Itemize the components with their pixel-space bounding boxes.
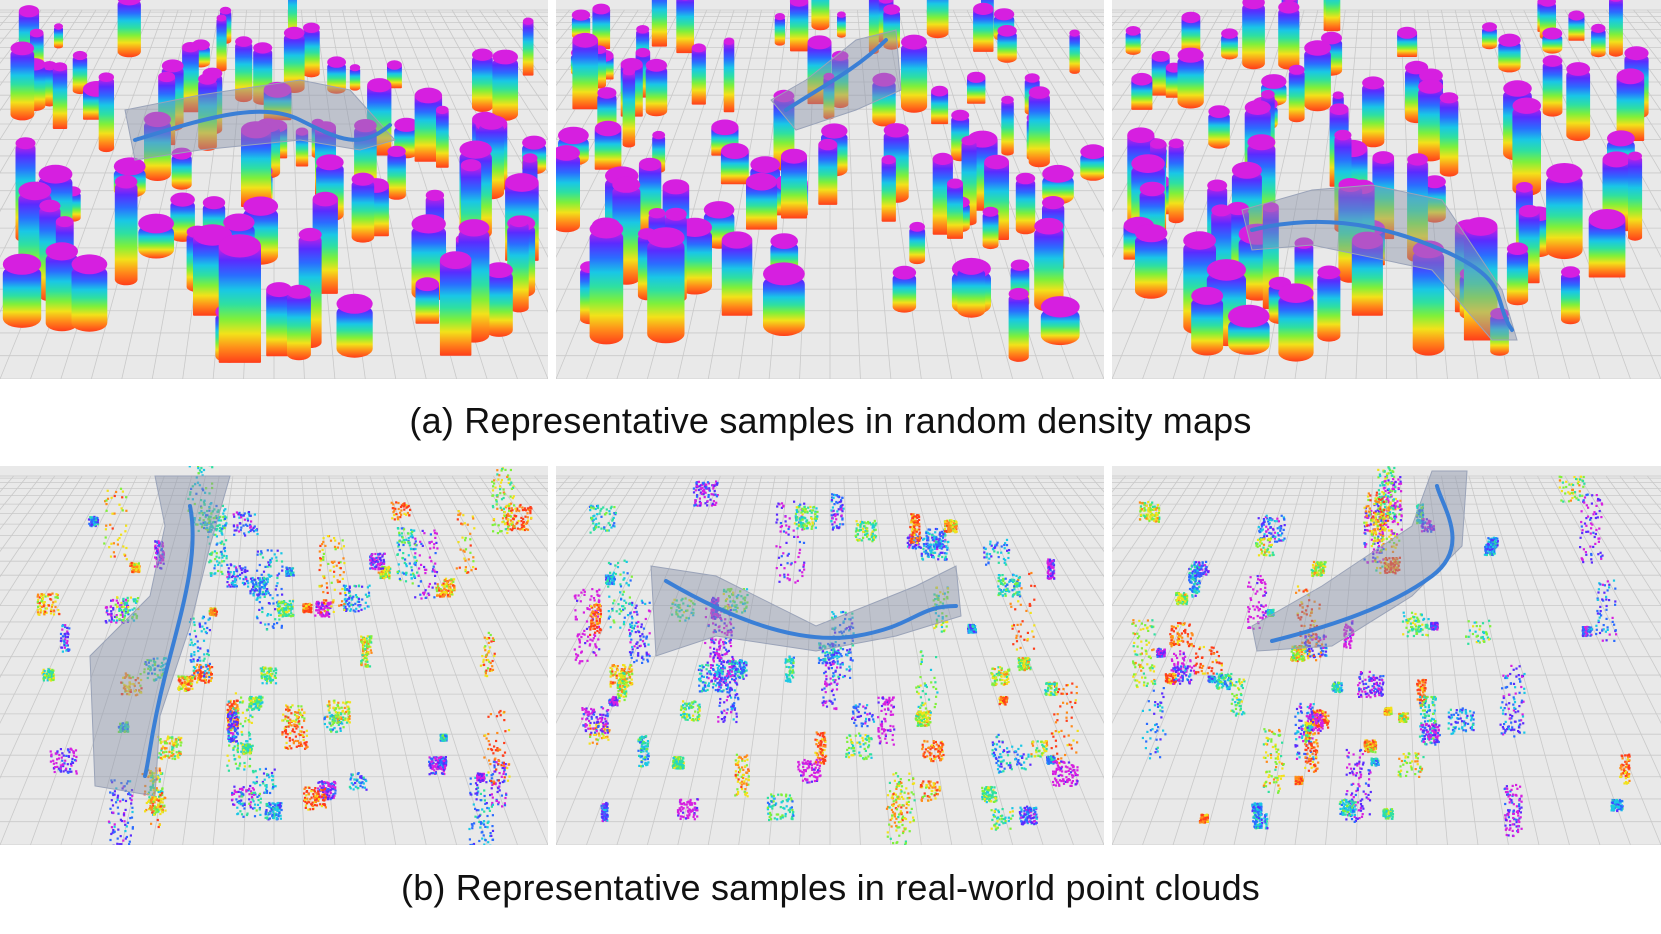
planned-trajectory — [650, 565, 962, 657]
panel-pointcloud-2 — [556, 466, 1104, 845]
planned-trajectory — [124, 79, 396, 161]
panel-pointcloud-1 — [0, 466, 548, 845]
scene-pointcloud-1 — [0, 466, 548, 845]
planned-trajectory — [89, 475, 231, 797]
planned-trajectory — [1251, 470, 1468, 652]
panel-random-map-3 — [1112, 0, 1661, 379]
obstacle-columns — [556, 0, 1104, 362]
row-random-density — [0, 0, 1661, 380]
obstacle-columns — [2, 0, 547, 363]
scene-random-map-3 — [1112, 0, 1661, 379]
scene-random-map-1 — [0, 0, 548, 379]
panel-random-map-2 — [556, 0, 1104, 379]
panel-random-map-1 — [0, 0, 548, 379]
point-cloud — [573, 480, 1079, 845]
floor-grid — [556, 475, 1104, 845]
obstacle-columns — [1123, 0, 1649, 362]
scene-pointcloud-3 — [1112, 466, 1661, 845]
planned-trajectory — [1241, 184, 1518, 341]
row-real-world — [0, 466, 1661, 846]
floor-grid — [0, 475, 548, 845]
panel-pointcloud-3 — [1112, 466, 1661, 845]
scene-random-map-2 — [556, 0, 1104, 379]
scene-pointcloud-2 — [556, 466, 1104, 845]
planned-trajectory — [770, 29, 902, 131]
caption-a: (a) Representative samples in random den… — [409, 400, 1252, 441]
point-cloud — [36, 466, 533, 845]
point-cloud — [1131, 466, 1631, 838]
caption-b: (b) Representative samples in real-world… — [401, 867, 1260, 908]
